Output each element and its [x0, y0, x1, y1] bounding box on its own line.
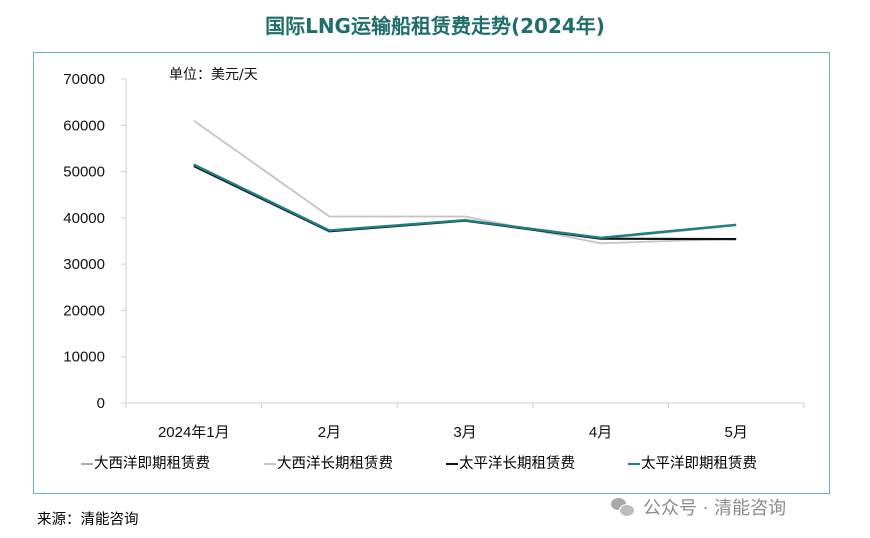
legend: 大西洋即期租赁费 大西洋长期租赁费 太平洋长期租赁费 太平洋即期租赁费 [0, 452, 870, 474]
legend-item-pacific-long: 太平洋长期租赁费 [446, 452, 575, 473]
legend-swatch-icon [264, 463, 276, 465]
legend-swatch-icon [446, 463, 458, 465]
y-tick-label: 0 [97, 395, 105, 412]
legend-label: 太平洋即期租赁费 [641, 456, 757, 472]
source-note: 来源：清能咨询 [37, 512, 139, 528]
x-axis: 2024年1月 2月 3月 4月 5月 [125, 402, 805, 441]
legend-label: 大西洋长期租赁费 [277, 456, 393, 472]
chart-frame [33, 52, 830, 494]
chart-title: 国际LNG运输船租赁费走势(2024年) [265, 14, 605, 38]
wechat-icon [611, 497, 635, 517]
y-tick-label: 20000 [63, 302, 105, 319]
unit-label: 单位：美元/天 [169, 67, 258, 83]
legend-item-atlantic-long: 大西洋长期租赁费 [264, 452, 393, 473]
series-line-0 [193, 163, 737, 240]
x-tick-label: 4月 [589, 424, 612, 441]
y-tick-label: 60000 [63, 117, 105, 134]
legend-item-atlantic-spot: 大西洋即期租赁费 [81, 452, 210, 473]
watermark-text: 公众号 · 清能咨询 [643, 498, 787, 519]
y-tick-label: 10000 [63, 349, 105, 366]
x-tick-label: 2024年1月 [158, 424, 230, 441]
legend-label: 太平洋长期租赁费 [459, 456, 575, 472]
y-axis: 0 10000 20000 30000 40000 50000 60000 70000 [63, 71, 127, 412]
series-line-3 [193, 163, 737, 240]
watermark: 公众号 · 清能咨询 [611, 494, 786, 520]
series-line-1 [193, 119, 737, 245]
legend-swatch-icon [628, 463, 640, 465]
y-tick-label: 30000 [63, 256, 105, 273]
x-tick-label: 3月 [453, 424, 476, 441]
legend-item-pacific-spot: 太平洋即期租赁费 [628, 452, 757, 473]
series-lines [193, 119, 737, 245]
x-tick-label: 5月 [725, 424, 748, 441]
y-tick-label: 40000 [63, 210, 105, 227]
legend-swatch-icon [81, 463, 93, 465]
y-tick-label: 70000 [63, 71, 105, 88]
legend-label: 大西洋即期租赁费 [94, 456, 210, 472]
y-tick-label: 50000 [63, 164, 105, 181]
series-line-2 [193, 165, 737, 241]
x-tick-label: 2月 [318, 424, 341, 441]
